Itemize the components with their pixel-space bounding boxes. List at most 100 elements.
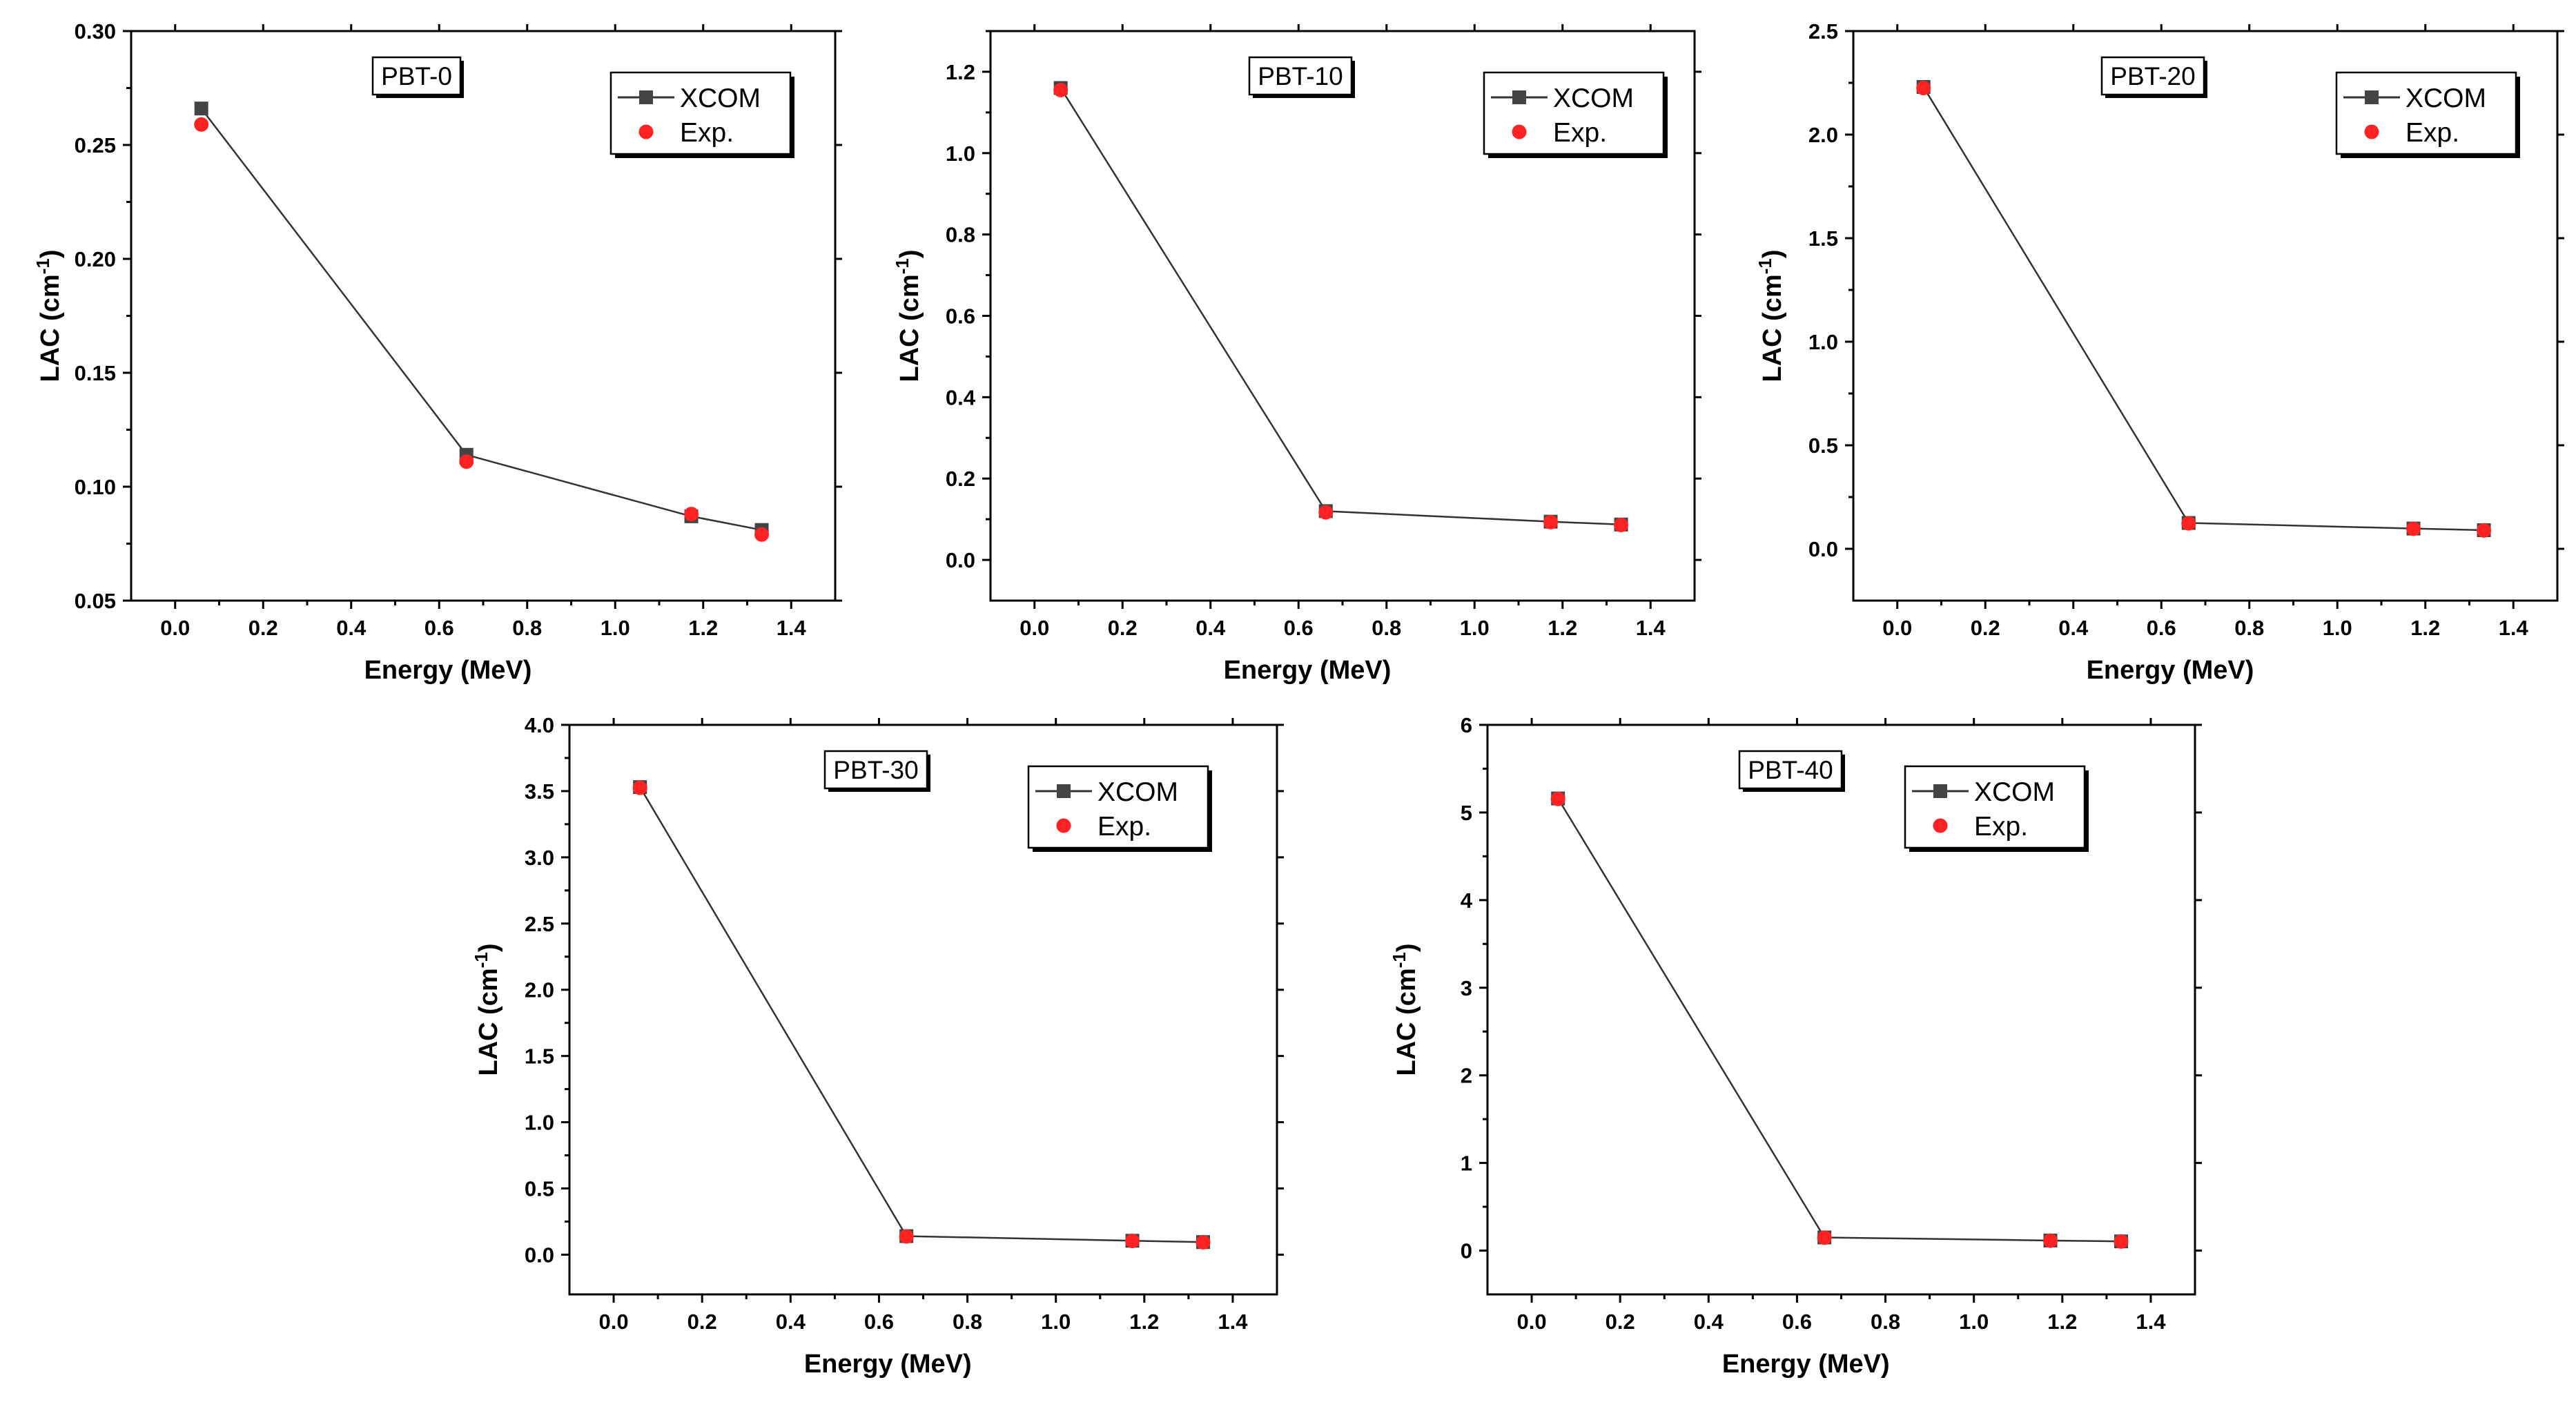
data-point-exp (2477, 523, 2492, 538)
y-tick-label: 1.2 (946, 60, 975, 84)
x-axis-title: Energy (MeV) (1224, 656, 1392, 685)
y-tick-label: 0.10 (75, 475, 116, 499)
x-tick-label: 0.2 (1606, 1310, 1635, 1334)
chart-title: PBT-30 (833, 756, 918, 784)
y-tick-label: 0.5 (1808, 434, 1838, 458)
legend-label-exp: Exp. (1553, 118, 1607, 148)
x-tick-label: 0.0 (599, 1310, 629, 1334)
x-tick-label: 0.8 (1372, 616, 1401, 640)
x-tick-label: 1.0 (2323, 616, 2352, 640)
y-axis-title-main: LAC (cm (36, 274, 65, 382)
y-axis-title-sup: -1 (32, 258, 53, 274)
y-tick-label: 0.15 (75, 361, 116, 385)
y-tick-label: 1.0 (525, 1111, 554, 1135)
y-tick-label: 2.0 (1808, 123, 1838, 147)
legend-label-xcom: XCOM (1974, 777, 2055, 807)
y-tick-label: 0.30 (75, 19, 116, 43)
data-point-exp (1543, 514, 1559, 529)
data-point-exp (1614, 517, 1629, 532)
x-tick-label: 0.6 (2147, 616, 2176, 640)
chart-panel-5: 0.0 0.2 0.4 0.6 0.8 1.0 1.2 1.4 0 1 2 3 4 5 6 Energy (M… (1389, 713, 2202, 1379)
legend-marker-xcom (1057, 784, 1071, 798)
legend-marker-exp (2364, 124, 2379, 139)
data-point-exp (1125, 1233, 1140, 1248)
x-tick-label: 0.0 (160, 616, 190, 640)
x-tick-label: 1.2 (2410, 616, 2440, 640)
legend-marker-exp (638, 124, 654, 139)
title-frame (371, 56, 462, 96)
legend-marker-xcom (2365, 90, 2379, 104)
data-point-exp (684, 507, 699, 522)
legend-marker-xcom (639, 90, 653, 104)
x-tick-label: 1.4 (777, 616, 807, 640)
legend-label-xcom: XCOM (1097, 777, 1178, 807)
legend: XCOM Exp. (609, 71, 794, 158)
y-axis-title: LAC (cm-1) (32, 249, 65, 382)
legend-label-exp: Exp. (1097, 812, 1151, 842)
x-axis-title: Energy (MeV) (2087, 656, 2254, 685)
series-line-xcom (1922, 86, 2484, 532)
y-axis-title-close: ) (1758, 249, 1787, 258)
y-axis-title-main: LAC (cm (1758, 274, 1787, 382)
legend-label-xcom: XCOM (2406, 84, 2486, 113)
y-axis-title: LAC (cm-1) (892, 249, 924, 382)
y-axis-title: LAC (cm-1) (1755, 249, 1787, 382)
legend: XCOM Exp. (1904, 765, 2089, 852)
data-point-exp (2114, 1234, 2129, 1249)
data-point-exp (899, 1229, 914, 1244)
legend-label-exp: Exp. (680, 118, 734, 148)
data-point-exp (1550, 791, 1565, 806)
chart-title-box: PBT-40 (1738, 750, 1845, 792)
title-frame (1248, 56, 1353, 96)
y-tick-label: 1.5 (525, 1044, 554, 1069)
x-tick-label: 1.4 (1636, 616, 1666, 640)
data-point-exp (1053, 82, 1069, 97)
chart-panel-2: 0.0 0.2 0.4 0.6 0.8 1.0 1.2 1.4 0.0 0.2 0.4 0.6 0.8 1… (892, 24, 1701, 685)
chart-title: PBT-20 (2110, 62, 2195, 90)
y-tick-label: 1.5 (1808, 226, 1838, 251)
x-tick-label: 0.8 (2234, 616, 2264, 640)
x-tick-label: 0.0 (1019, 616, 1049, 640)
legend-frame (2335, 71, 2517, 155)
y-tick-label: 4.0 (525, 713, 554, 737)
chart-title: PBT-40 (1748, 756, 1833, 784)
data-point-exp (2043, 1233, 2058, 1248)
x-tick-label: 0.6 (1782, 1310, 1812, 1334)
x-tick-label: 0.0 (1882, 616, 1912, 640)
y-tick-label: 0 (1461, 1239, 1472, 1263)
data-point-exp (754, 527, 770, 542)
x-tick-label: 0.2 (687, 1310, 717, 1334)
data-point-exp (1318, 505, 1334, 520)
x-tick-label: 0.4 (2058, 616, 2089, 640)
series-line-xcom (639, 786, 1204, 1243)
y-tick-label: 0.0 (946, 548, 975, 572)
data-point-exp (1196, 1234, 1211, 1250)
title-frame (2100, 56, 2205, 96)
data-point-exp (194, 117, 209, 132)
x-tick-label: 0.2 (1971, 616, 2000, 640)
chart-title: PBT-0 (381, 62, 452, 90)
chart-panel-4: 0.0 0.2 0.4 0.6 0.8 1.0 1.2 1.4 0.0 0.5 1.0 1.5 2.0 2… (471, 713, 1284, 1379)
y-tick-label: 0.0 (525, 1243, 554, 1267)
x-tick-label: 1.2 (688, 616, 718, 640)
data-point-exp (459, 454, 474, 469)
legend: XCOM Exp. (1483, 71, 1668, 158)
x-tick-label: 0.8 (512, 616, 542, 640)
x-tick-label: 0.8 (953, 1310, 982, 1334)
y-tick-label: 0.6 (946, 304, 975, 329)
y-tick-label: 0.4 (946, 385, 976, 409)
x-tick-label: 1.4 (1218, 1310, 1248, 1334)
y-tick-label: 0.25 (75, 133, 116, 157)
x-tick-label: 0.4 (1694, 1310, 1724, 1334)
legend-label-exp: Exp. (2406, 118, 2459, 148)
y-tick-label: 0.0 (1808, 537, 1838, 561)
y-axis-title-main: LAC (cm (474, 968, 503, 1076)
x-tick-label: 1.0 (1460, 616, 1490, 640)
y-axis-title-close: ) (895, 249, 924, 258)
x-tick-label: 1.2 (2047, 1310, 2077, 1334)
x-tick-label: 0.4 (776, 1310, 806, 1334)
y-tick-label: 4 (1461, 888, 1473, 913)
legend-marker-exp (1512, 124, 1527, 139)
y-tick-label: 6 (1461, 713, 1472, 737)
